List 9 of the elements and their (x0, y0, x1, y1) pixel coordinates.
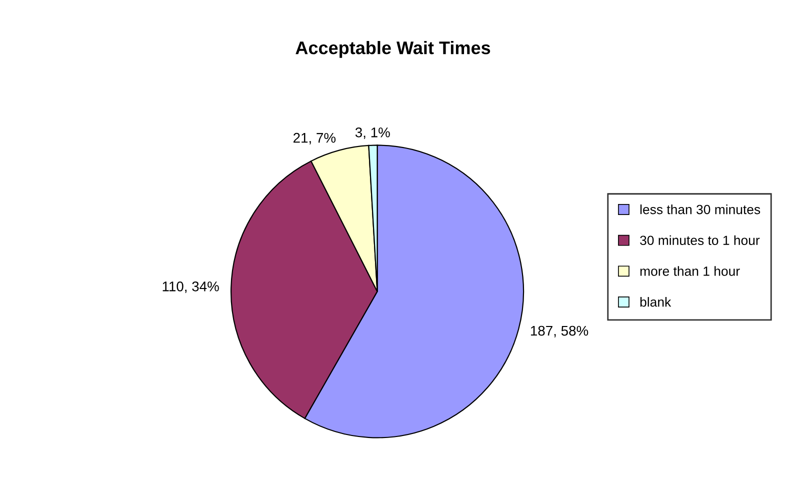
data-label: 110, 34% (162, 281, 219, 293)
data-label: 21, 7% (293, 132, 336, 144)
data-label: 3, 1% (355, 128, 390, 139)
legend-label: 30 minutes to 1 hour (640, 235, 760, 246)
chart-title: Acceptable Wait Times (296, 40, 490, 58)
legend-label: less than 30 minutes (640, 204, 760, 214)
legend-label: more than 1 hour (640, 266, 740, 276)
legend-label: blank (640, 297, 672, 307)
data-label: 187, 58% (530, 326, 588, 338)
